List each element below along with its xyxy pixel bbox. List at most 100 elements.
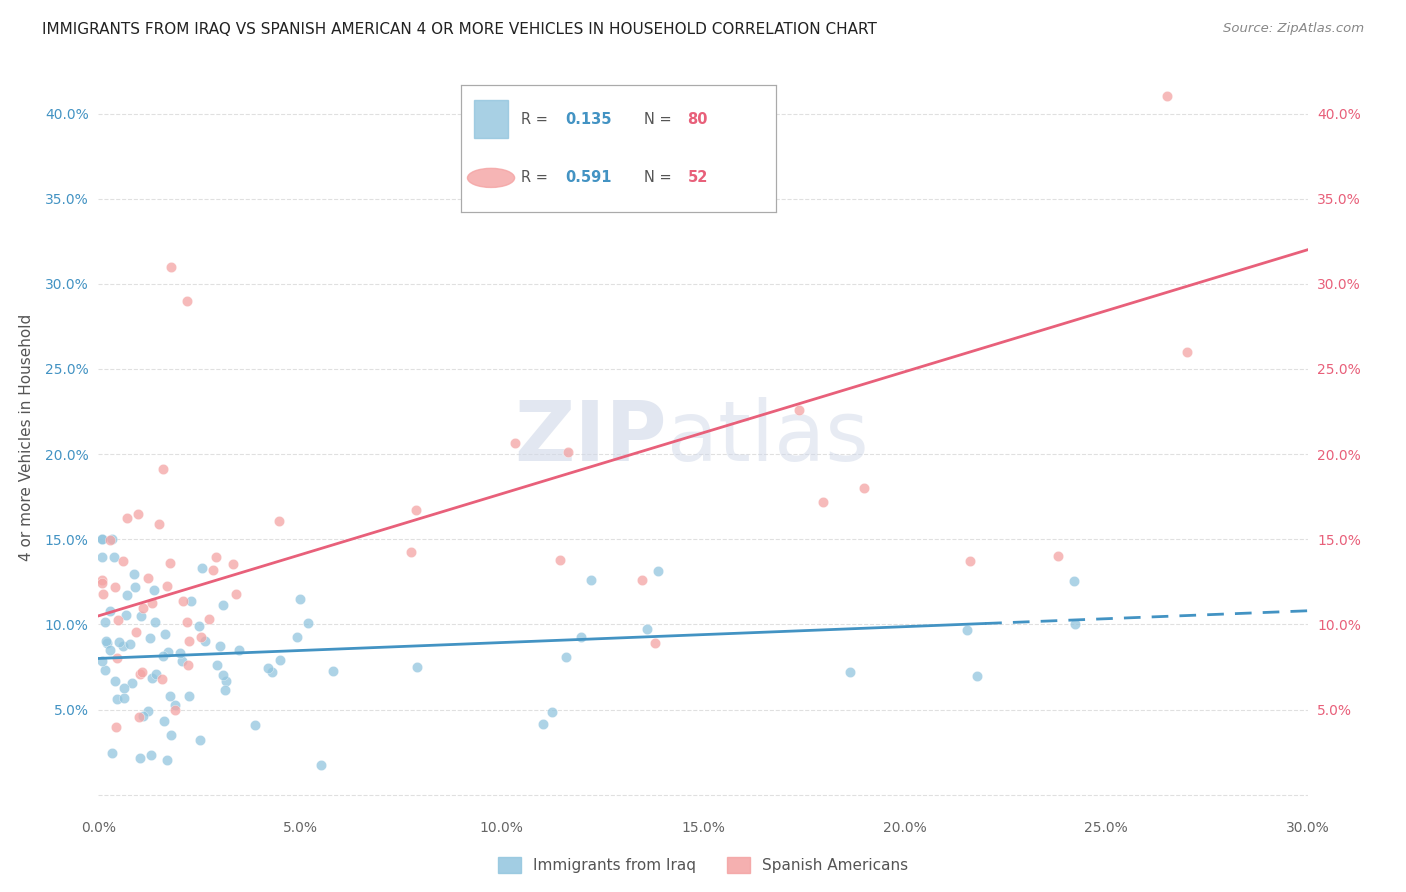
Point [211, 668, 233, 682]
Point [98, 533, 121, 547]
Point [176, 615, 198, 630]
Point [152, 649, 174, 664]
Point [548, 553, 571, 567]
Point [531, 717, 554, 731]
Point [143, 615, 166, 629]
Point [180, 594, 202, 608]
Point [138, 705, 160, 719]
Point [141, 672, 163, 686]
Point [91, 533, 114, 547]
Point [129, 667, 152, 681]
Point [163, 698, 186, 712]
Point [190, 630, 212, 644]
Point [555, 649, 578, 664]
Point [212, 598, 235, 612]
Point [139, 631, 162, 645]
Point [91, 533, 114, 547]
Point [108, 635, 131, 649]
Point [131, 665, 153, 680]
Point [112, 691, 135, 706]
Point [959, 554, 981, 568]
Point [115, 588, 138, 602]
Point [142, 582, 165, 597]
Text: Source: ZipAtlas.com: Source: ZipAtlas.com [1223, 22, 1364, 36]
Point [214, 683, 236, 698]
Point [128, 751, 150, 765]
Point [98, 643, 121, 657]
Point [838, 665, 860, 679]
Point [322, 664, 344, 678]
Point [148, 516, 170, 531]
Point [118, 637, 141, 651]
Point [169, 646, 191, 660]
Point [631, 192, 654, 206]
Legend: Immigrants from Iraq, Spanish Americans: Immigrants from Iraq, Spanish Americans [492, 851, 914, 879]
Point [647, 564, 669, 578]
Point [124, 581, 146, 595]
Point [215, 674, 238, 689]
Point [103, 549, 125, 564]
Point [225, 587, 247, 601]
Point [1063, 574, 1085, 589]
Point [630, 573, 652, 587]
Point [101, 746, 124, 760]
Point [644, 636, 666, 650]
Point [136, 572, 159, 586]
Point [160, 728, 183, 742]
Point [288, 591, 311, 606]
Point [285, 631, 308, 645]
Point [176, 293, 198, 308]
Point [208, 640, 231, 654]
Point [194, 634, 217, 648]
Point [127, 507, 149, 521]
Point [91, 587, 114, 601]
Point [579, 574, 602, 588]
Point [557, 445, 579, 459]
Point [1156, 89, 1178, 103]
Point [107, 614, 129, 628]
Point [787, 402, 810, 417]
Point [94, 633, 117, 648]
Point [172, 654, 194, 668]
Point [105, 720, 128, 734]
Point [141, 596, 163, 610]
Point [156, 753, 179, 767]
Point [153, 714, 176, 728]
Point [100, 533, 122, 547]
Point [94, 663, 117, 677]
Point [187, 619, 209, 633]
Point [157, 645, 180, 659]
Point [91, 549, 114, 564]
Point [128, 710, 150, 724]
Point [165, 703, 187, 717]
Point [105, 692, 128, 706]
Point [811, 495, 834, 509]
Point [112, 681, 135, 695]
Point [115, 607, 138, 622]
Point [156, 579, 179, 593]
Point [111, 554, 134, 568]
Point [91, 573, 114, 587]
Point [191, 561, 214, 575]
Y-axis label: 4 or more Vehicles in Household: 4 or more Vehicles in Household [18, 313, 34, 561]
Point [636, 622, 658, 636]
Point [153, 627, 176, 641]
Point [503, 435, 526, 450]
Point [159, 689, 181, 703]
Point [103, 673, 125, 688]
Point [260, 665, 283, 679]
Point [309, 758, 332, 772]
Point [145, 667, 167, 681]
Point [104, 581, 127, 595]
Point [269, 653, 291, 667]
Point [297, 615, 319, 630]
Point [205, 549, 228, 564]
Point [179, 689, 201, 703]
Point [105, 651, 128, 665]
Point [121, 675, 143, 690]
Point [172, 594, 194, 608]
Point [243, 717, 266, 731]
Point [177, 634, 200, 648]
Point [131, 600, 153, 615]
Point [125, 624, 148, 639]
